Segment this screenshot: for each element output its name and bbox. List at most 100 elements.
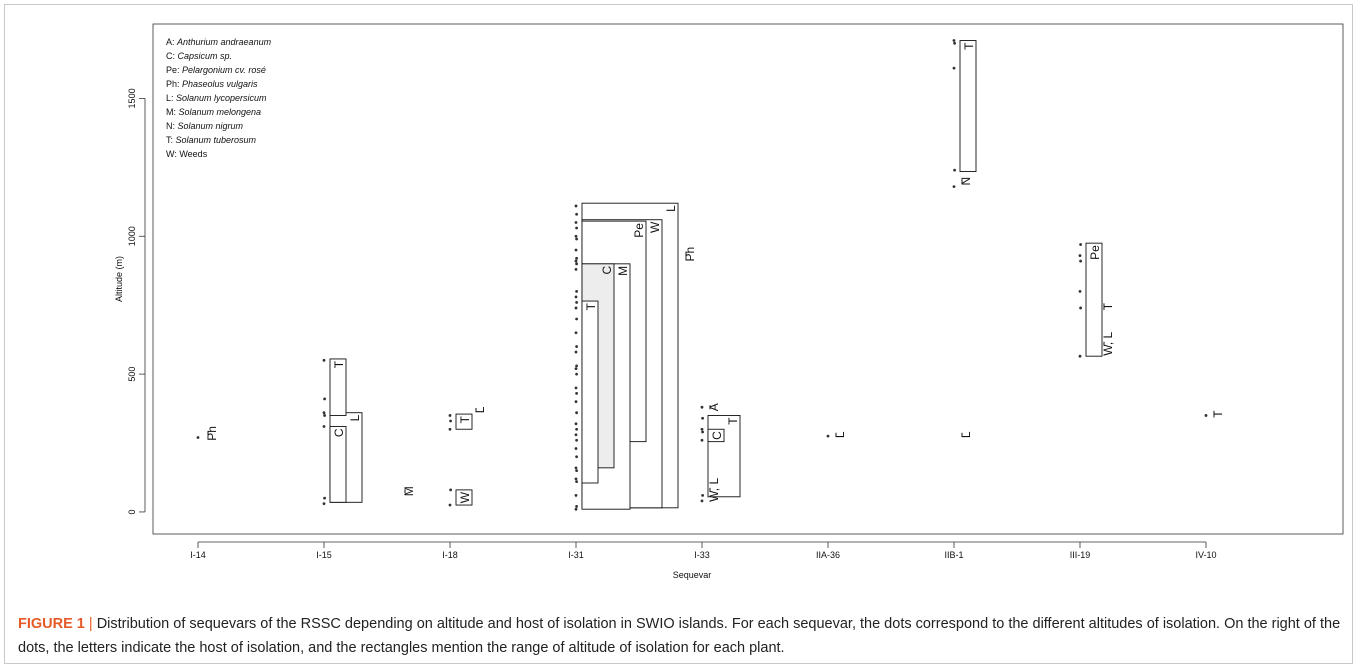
legend: A: Anthurium andraeanum C: Capsicum sp. Pe… [166,37,272,159]
host-label: M [402,486,416,496]
data-point [322,502,326,506]
host-label: W, L [1101,331,1115,355]
data-point [574,350,578,354]
host-range-box [581,300,599,484]
data-point [701,430,704,434]
host-label: N [959,177,973,186]
host-range-box [329,426,347,503]
data-point [575,345,578,348]
host-range-box [455,489,473,506]
legend-entry: A: Anthurium andraeanum [166,37,272,47]
data-point [574,204,578,208]
legend-entry: Pe: Pelargonium cv. rosé [166,65,266,75]
host-range-label: T [458,415,472,423]
data-point [322,358,326,362]
data-point [574,447,578,450]
data-point [1079,306,1082,310]
host-range-label: W [648,221,662,233]
host-label: T [1101,302,1115,310]
x-axis: I-14 I-15 I-18 I-31 I-33 IIA-36 IIB-1 III-19 IV-… [190,541,1217,560]
y-tick-label: 1500 [127,88,137,108]
data-points [196,39,1208,511]
data-point [322,411,326,415]
figure-caption: FIGURE 1 | Distribution of sequevars of … [18,612,1343,660]
data-point [1079,259,1082,263]
host-label: L [833,431,847,438]
caption-label: FIGURE 1 [18,616,85,632]
data-point [575,480,578,484]
y-axis-title: Altitude (m) [114,256,124,302]
data-point [449,488,452,492]
data-point [574,331,578,335]
x-tick-label: IIB-1 [944,550,963,560]
data-point [575,427,578,431]
data-point [574,507,578,511]
host-range-box [1085,242,1103,357]
x-tick-label: I-15 [316,550,332,560]
data-point [449,419,452,423]
host-range-label: C [600,266,614,275]
host-range-label: T [332,360,346,368]
data-point [574,234,578,238]
y-axis: 0 500 1000 1500 [127,88,146,514]
host-range-label: L [664,205,678,212]
x-tick-label: I-14 [190,550,206,560]
y-tick-label: 1000 [127,226,137,246]
host-range-label: Pe [632,223,646,238]
data-point [575,290,578,293]
data-point [574,477,578,481]
data-point [575,226,578,230]
data-point [1078,354,1082,358]
plot-area [152,23,1344,535]
data-point [1079,243,1082,246]
data-point [575,317,578,321]
data-point [701,494,704,497]
data-point [575,469,578,472]
host-range-label: C [332,428,346,437]
legend-entry: M: Solanum melongena [166,107,261,117]
data-point [574,248,578,252]
data-point [1078,290,1082,293]
legend-entry: W: Weeds [166,149,208,159]
data-point [575,256,578,260]
data-point [574,221,578,224]
host-range-box [329,358,347,416]
legend-entry: T: Solanum tuberosum [166,135,257,145]
data-point [574,466,578,470]
data-point [575,411,578,415]
figure-frame [4,4,1353,664]
data-point [575,392,578,395]
data-point [700,405,704,409]
legend-entry: C: Capsicum sp. [166,51,232,61]
data-point [196,436,200,439]
data-point [574,295,578,299]
x-tick-label: IIA-36 [816,550,840,560]
host-label: W, L [707,478,721,502]
data-point [575,262,578,266]
data-point [575,455,578,459]
data-point [1204,414,1208,417]
data-point [448,503,452,507]
host-range-box [707,428,725,443]
legend-entry: N: Solanum nigrum [166,121,244,131]
data-point [701,416,704,420]
x-tick-label: IV-10 [1195,550,1216,560]
data-point [575,237,578,241]
data-point [575,505,578,508]
y-tick-label: 0 [127,509,137,514]
data-point [574,400,578,404]
data-point [952,185,956,189]
y-tick-label: 500 [127,367,137,382]
host-range-label: C [710,431,724,440]
legend-entry: Ph: Phaseolus vulgaris [166,79,258,89]
host-label: A [707,403,721,411]
host-range-label: L [348,414,362,421]
data-point [574,422,578,426]
data-point [575,438,578,442]
data-point [952,39,956,42]
x-axis-title: Sequevar [673,570,712,580]
legend-entry: L: Solanum lycopersicum [166,93,267,103]
host-label: Ph [683,247,697,262]
data-point [574,367,578,370]
